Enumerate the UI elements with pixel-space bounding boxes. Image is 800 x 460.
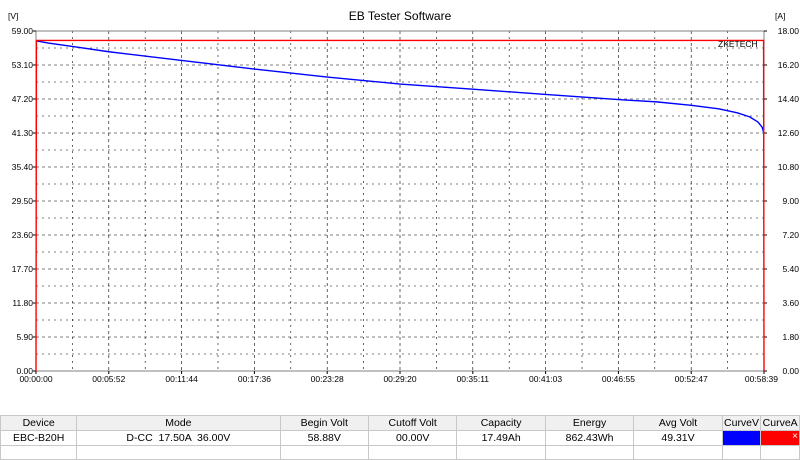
time-tick-label: 00:52:47	[675, 374, 708, 384]
right-tick-label: 9.00	[782, 196, 799, 206]
empty-cell	[633, 445, 723, 460]
left-tick-label: 53.10	[12, 60, 34, 70]
right-axis-ticks: 0.00 1.80 3.60 5.40 7.20 9.00 10.80 12.60 14.40 1…	[764, 26, 799, 376]
table-row[interactable]: EBC-B20H D-CC 17.50A 36.00V 58.88V 00.00…	[0, 430, 800, 446]
zketech-watermark: ZKETECH	[718, 39, 758, 49]
time-axis-ticks: 00:00:00 00:05:52 00:11:44 00:17:36 00:23:28…	[19, 371, 778, 384]
left-tick-label: 41.30	[12, 128, 34, 138]
curve-a-color-swatch[interactable]: ×	[760, 430, 800, 446]
time-tick-label: 00:46:55	[602, 374, 635, 384]
time-tick-label: 00:58:39	[745, 374, 778, 384]
right-tick-label: 12.60	[778, 128, 800, 138]
left-tick-label: 23.60	[12, 230, 34, 240]
left-tick-label: 0.00	[16, 366, 33, 376]
header-curve-v[interactable]: CurveV	[721, 415, 762, 431]
test-info-table: Device Mode Begin Volt Cutoff Volt Capac…	[0, 415, 800, 460]
right-tick-label: 7.20	[782, 230, 799, 240]
grid-lines	[36, 31, 764, 371]
right-tick-label: 3.60	[782, 298, 799, 308]
time-tick-label: 00:00:00	[19, 374, 52, 384]
chart-area: EB Tester Software [V] [A] 0.00 5.90 11.80…	[8, 9, 799, 384]
left-tick-label: 11.80	[12, 298, 33, 308]
header-curve-a[interactable]: CurveA	[760, 415, 800, 431]
left-tick-label: 29.50	[12, 196, 34, 206]
curvev-line	[35, 40, 765, 134]
header-device: Device	[0, 415, 78, 431]
cell-cutoff-volt: 00.00V	[367, 430, 458, 446]
empty-cell	[279, 445, 369, 460]
empty-cell	[760, 445, 800, 460]
left-axis-unit: [V]	[8, 11, 18, 21]
header-energy: Energy	[544, 415, 635, 431]
right-tick-label: 10.80	[778, 162, 800, 172]
left-tick-label: 17.70	[12, 264, 34, 274]
left-axis-ticks: 0.00 5.90 11.80 17.70 23.60 29.50 35.40 41.30 47…	[12, 26, 36, 376]
header-begin-volt: Begin Volt	[279, 415, 369, 431]
empty-cell	[721, 445, 762, 460]
right-tick-label: 14.40	[778, 94, 800, 104]
header-capacity: Capacity	[456, 415, 546, 431]
empty-cell	[367, 445, 458, 460]
right-tick-label: 16.20	[778, 60, 800, 70]
header-avg-volt: Avg Volt	[633, 415, 723, 431]
time-tick-label: 00:05:52	[92, 374, 125, 384]
time-tick-label: 00:35:11	[457, 374, 490, 384]
curve-v-color-swatch[interactable]	[721, 430, 762, 446]
table-row	[0, 445, 800, 460]
right-tick-label: 0.00	[782, 366, 799, 376]
cell-avg-volt: 49.31V	[633, 430, 723, 446]
left-tick-label: 47.20	[12, 94, 34, 104]
cell-energy: 862.43Wh	[544, 430, 635, 446]
cell-capacity: 17.49Ah	[456, 430, 546, 446]
series-layer	[35, 39, 765, 372]
left-tick-label: 59.00	[12, 26, 34, 36]
left-tick-label: 5.90	[16, 332, 33, 342]
close-icon[interactable]: ×	[792, 431, 798, 443]
time-tick-label: 00:29:20	[383, 374, 416, 384]
header-mode: Mode	[76, 415, 281, 431]
header-cutoff-volt: Cutoff Volt	[367, 415, 458, 431]
right-axis-unit: [A]	[775, 11, 785, 21]
empty-cell	[76, 445, 281, 460]
time-tick-label: 00:11:44	[165, 374, 198, 384]
empty-cell	[544, 445, 635, 460]
empty-cell	[0, 445, 78, 460]
right-tick-label: 5.40	[782, 264, 799, 274]
empty-cell	[456, 445, 546, 460]
right-tick-label: 1.80	[782, 332, 799, 342]
time-tick-label: 00:23:28	[311, 374, 344, 384]
time-tick-label: 00:41:03	[529, 374, 562, 384]
cell-device: EBC-B20H	[0, 430, 78, 446]
time-tick-label: 00:17:36	[238, 374, 271, 384]
right-tick-label: 18.00	[778, 26, 800, 36]
chart-title: EB Tester Software	[349, 9, 452, 23]
curvea-line	[35, 39, 765, 372]
cell-mode: D-CC 17.50A 36.00V	[76, 430, 281, 446]
table-header-row: Device Mode Begin Volt Cutoff Volt Capac…	[0, 415, 800, 431]
left-tick-label: 35.40	[12, 162, 34, 172]
cell-begin-volt: 58.88V	[279, 430, 369, 446]
